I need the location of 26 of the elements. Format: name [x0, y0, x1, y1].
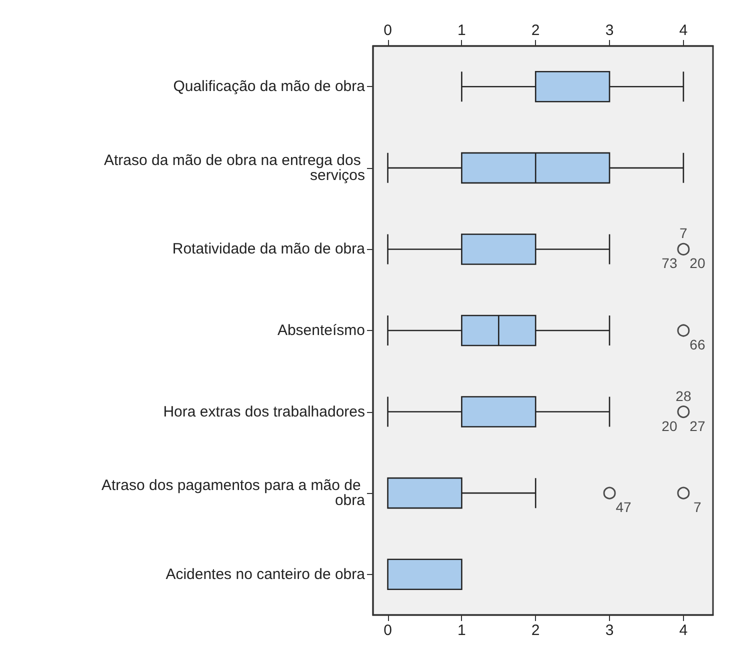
- y-tick-label: Hora extras dos trabalhadores: [163, 403, 365, 420]
- x2-tick-label: 4: [679, 22, 688, 39]
- x-tick-label: 1: [458, 622, 466, 639]
- annotation: 27: [690, 418, 706, 434]
- y-tick-label: Acidentes no canteiro de obra: [166, 566, 366, 583]
- x-tick-label: 4: [679, 622, 688, 639]
- y-tick-label: Absenteísmo: [277, 322, 365, 339]
- annotation: 7: [680, 225, 688, 242]
- annotation: 66: [690, 336, 706, 352]
- annotation: 28: [676, 388, 692, 404]
- x-tick-label: 0: [384, 622, 392, 639]
- x-tick-label: 3: [605, 622, 614, 639]
- y-tick-label: Atraso da mão de obra na entrega dos serviços: [104, 152, 365, 184]
- x2-tick-label: 0: [384, 22, 392, 39]
- annotation: 7: [694, 499, 702, 516]
- annotation: 20: [662, 418, 678, 434]
- x2-tick-label: 3: [605, 22, 614, 39]
- y-tick-label: Rotatividade da mão de obra: [172, 240, 366, 258]
- x2-tick-label: 2: [531, 22, 540, 39]
- annotation: 20: [690, 255, 706, 272]
- annotation: 73: [662, 255, 678, 272]
- x-tick-label: 2: [531, 622, 540, 639]
- annotation: 47: [616, 499, 632, 516]
- y-tick-label: Atraso dos pagamentos para a mão de obra: [102, 477, 366, 510]
- y-tick-label: Qualificação da mão de obra: [173, 78, 366, 96]
- x2-tick-label: 1: [458, 22, 466, 39]
